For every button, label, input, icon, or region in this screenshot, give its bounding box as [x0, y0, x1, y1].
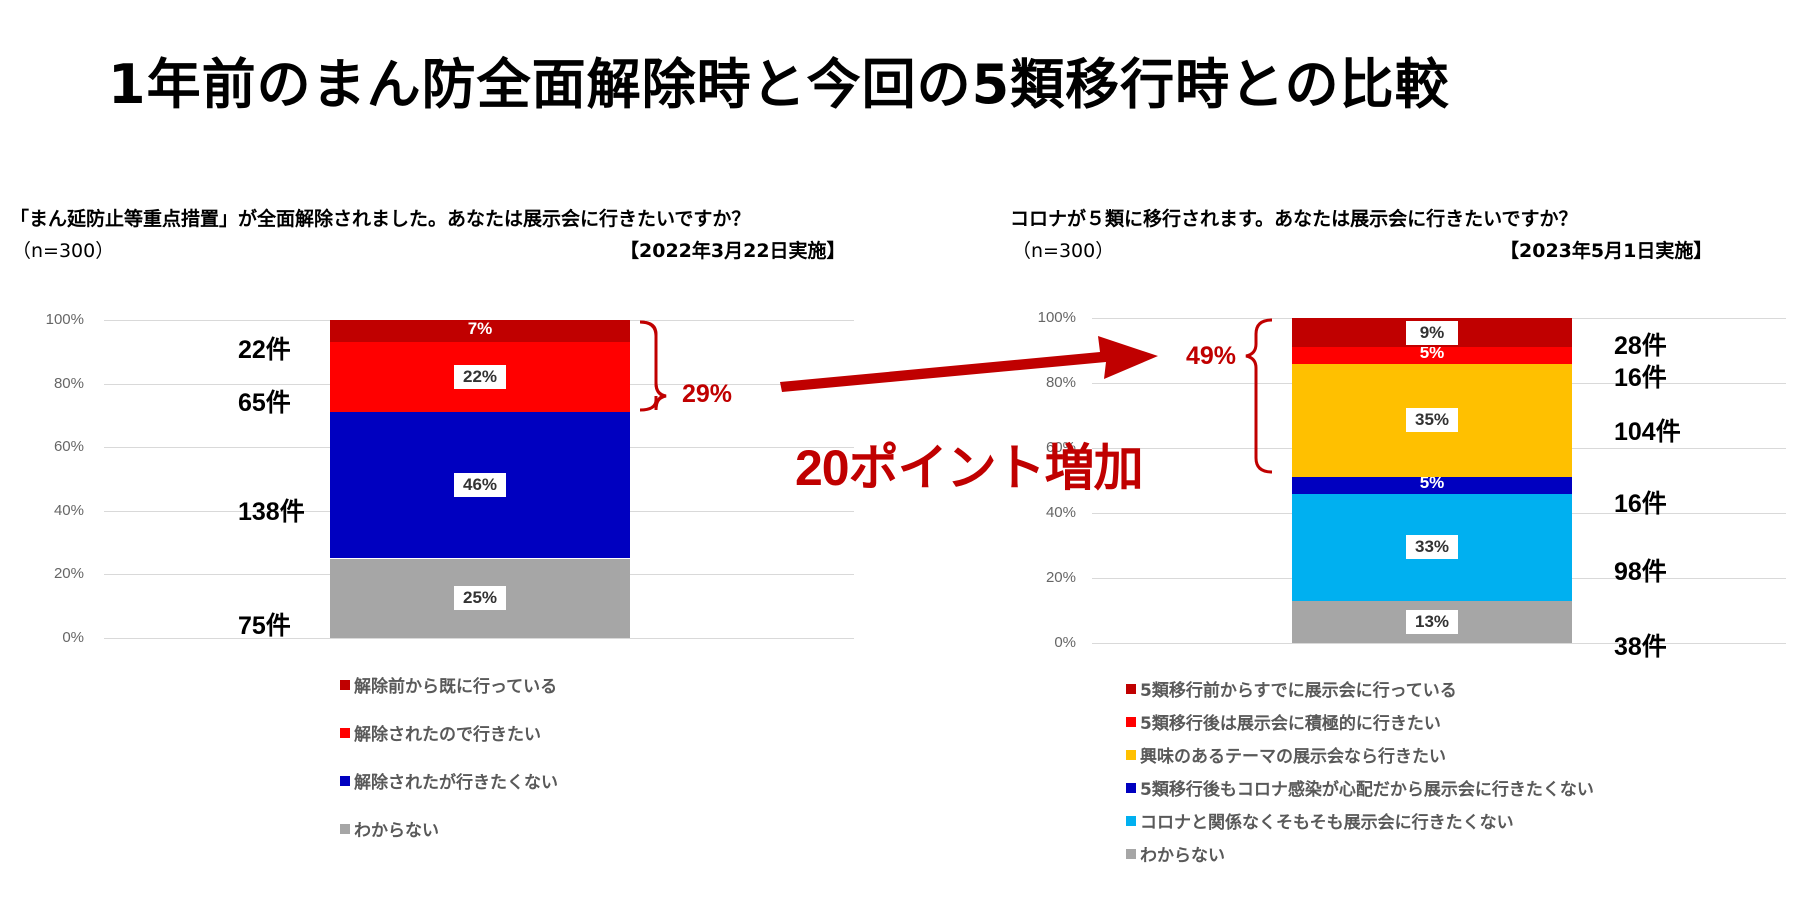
legend-item: 5類移行後は展示会に積極的に行きたい	[1126, 709, 1441, 734]
y-tick-label: 0%	[1054, 634, 1076, 651]
bar-segment-4	[330, 320, 630, 343]
right-bracket-label: 49%	[1186, 342, 1237, 370]
legend-label: 解除されたが行きたくない	[354, 773, 558, 793]
legend-label: 解除されたので行きたい	[354, 725, 541, 745]
legend-item: 解除前から既に行っている	[340, 672, 557, 697]
legend-label: コロナと関係なくそもそも展示会に行きたくない	[1140, 813, 1514, 833]
left-bracket-shape	[639, 320, 667, 412]
percent-label: 33%	[1406, 535, 1458, 560]
legend-label: わからない	[354, 821, 439, 841]
count-label: 65件	[238, 389, 291, 417]
count-label: 75件	[238, 612, 291, 640]
percent-label: 5%	[1419, 473, 1445, 493]
y-tick-label: 60%	[1045, 439, 1076, 456]
legend-label: 解除前から既に行っている	[354, 677, 558, 697]
count-label: 16件	[1614, 490, 1667, 518]
y-tick-label: 80%	[53, 374, 84, 392]
right-survey-date: 【2023年5月1日実施】	[1500, 240, 1713, 262]
legend-label: 5類移行後もコロナ感染が心配だから展示会に行きたくない	[1140, 780, 1594, 800]
legend-item: わからない	[340, 816, 439, 841]
left-survey-date: 【2022年3月22日実施】	[620, 240, 846, 262]
legend-label: わからない	[1140, 846, 1225, 866]
legend-swatch	[340, 823, 350, 834]
right-sample-size: （n=300）	[1012, 240, 1115, 262]
count-label: 16件	[1614, 364, 1667, 392]
left-bracket-label: 29%	[682, 380, 733, 408]
count-label: 22件	[238, 336, 291, 364]
bar-segment-5	[1292, 347, 1572, 364]
right-bracket-shape	[1245, 318, 1273, 474]
left-sample-size: （n=300）	[12, 240, 115, 262]
percent-label: 9%	[1406, 320, 1458, 345]
legend-item: 興味のあるテーマの展示会なら行きたい	[1126, 742, 1446, 767]
left-question: 「まん延防止等重点措置」が全面解除されました。あなたは展示会に行きたいですか？	[10, 208, 751, 230]
legend-swatch	[1126, 782, 1136, 793]
percent-label: 25%	[454, 586, 506, 611]
percent-label: 46%	[454, 473, 506, 498]
y-tick-label: 60%	[53, 438, 84, 456]
y-tick-label: 20%	[1045, 569, 1076, 586]
y-tick-label: 20%	[53, 565, 84, 583]
legend-item: わからない	[1126, 841, 1225, 866]
legend-item: コロナと関係なくそもそも展示会に行きたくない	[1126, 808, 1514, 833]
increase-arrow	[780, 336, 1158, 392]
legend-swatch	[1126, 848, 1136, 859]
count-label: 138件	[238, 498, 305, 526]
legend-item: 解除されたので行きたい	[340, 720, 541, 745]
right-question: コロナが５類に移行されます。あなたは展示会に行きたいですか？	[1010, 208, 1578, 230]
y-tick-label: 40%	[53, 501, 84, 519]
count-label: 38件	[1614, 633, 1667, 661]
y-tick-label: 100%	[1037, 309, 1076, 326]
legend-item: 5類移行前からすでに展示会に行っている	[1126, 676, 1457, 701]
percent-label: 7%	[467, 319, 493, 339]
bar-segment-3	[1292, 477, 1572, 494]
legend-swatch	[1126, 716, 1136, 727]
gridline	[104, 638, 854, 639]
legend-swatch	[1126, 815, 1136, 826]
increase-label: 20ポイント増加	[795, 440, 1144, 496]
count-label: 98件	[1614, 558, 1667, 586]
legend-swatch	[340, 727, 350, 738]
y-tick-label: 40%	[1045, 504, 1076, 521]
legend-label: 興味のあるテーマの展示会なら行きたい	[1140, 747, 1446, 767]
percent-label: 35%	[1406, 408, 1458, 433]
y-tick-label: 80%	[1045, 374, 1076, 391]
left-chart: 100% 80% 60% 40% 20% 0% 25% 75件 46% 138件 22% 65件 7% 2…	[0, 0, 900, 898]
legend-label: 5類移行前からすでに展示会に行っている	[1140, 681, 1457, 701]
percent-label: 22%	[454, 365, 506, 390]
legend-swatch	[1126, 683, 1136, 694]
legend-swatch	[1126, 749, 1136, 760]
y-tick-label: 0%	[62, 629, 84, 646]
legend-item: 5類移行後もコロナ感染が心配だから展示会に行きたくない	[1126, 775, 1594, 800]
count-label: 28件	[1614, 332, 1667, 360]
page-title: 1年前のまん防全面解除時と今回の5類移行時との比較	[108, 53, 1450, 116]
y-tick-label: 100%	[45, 311, 84, 328]
legend-item: 解除されたが行きたくない	[340, 768, 558, 793]
legend-swatch	[340, 775, 350, 786]
legend-swatch	[340, 679, 350, 690]
percent-label: 13%	[1406, 609, 1458, 634]
gridline	[1092, 643, 1786, 644]
percent-label: 5%	[1419, 343, 1445, 363]
count-label: 104件	[1614, 418, 1681, 446]
legend-label: 5類移行後は展示会に積極的に行きたい	[1140, 714, 1441, 734]
